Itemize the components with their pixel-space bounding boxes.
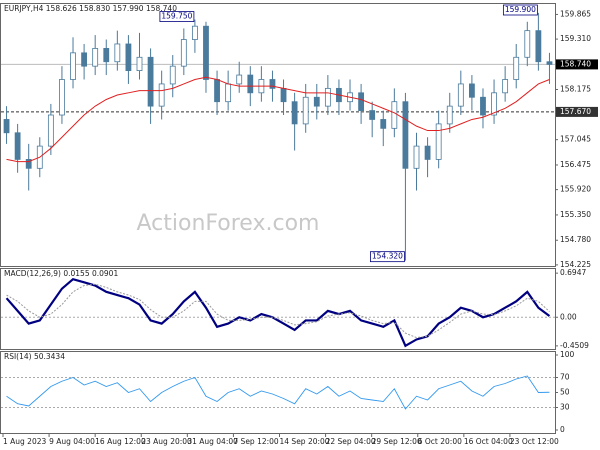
candle-body (424, 145, 431, 160)
x-tick-label: 22 Sep 04:00 (326, 437, 376, 446)
y-tick-label: 70 (560, 373, 570, 382)
candle-body (391, 101, 398, 129)
y-tick-label: 0.00 (560, 312, 577, 321)
candle-body (247, 74, 254, 94)
candle-body (14, 132, 21, 160)
candle-body (446, 105, 453, 125)
candle-body (524, 30, 531, 58)
price-panel (0, 3, 556, 267)
candle-body (136, 56, 143, 72)
candle-body (513, 56, 520, 80)
x-tick-label: 16 Oct 04:00 (464, 437, 513, 446)
y-tick-label: 158.175 (560, 84, 591, 93)
y-tick-label: -0.4509 (560, 341, 589, 350)
candle-body (535, 30, 542, 63)
candle-body (214, 79, 220, 103)
candle-body (158, 83, 165, 107)
y-tick-label: 154.780 (560, 235, 591, 244)
macd-signal (6, 283, 550, 339)
candle-body (435, 123, 442, 160)
y-tick-label: 156.475 (560, 160, 591, 169)
x-tick-label: 1 Aug 2023 (3, 437, 46, 446)
annotation-box (502, 4, 538, 16)
x-tick-label: 23 Aug 20:00 (141, 437, 192, 446)
y-tick-label: 159.310 (560, 34, 591, 43)
candle-body (369, 110, 376, 120)
candle-body (180, 39, 187, 67)
candle-body (114, 43, 121, 63)
y-tick-label: 50 (560, 388, 570, 397)
candle-body (413, 145, 420, 169)
annotation-box (370, 251, 405, 263)
candle-body (47, 114, 54, 147)
y-tick-label: 30 (560, 403, 570, 412)
macd-line (5, 277, 551, 348)
y-tick-label: 159.865 (560, 9, 591, 18)
watermark: ActionForex.com (137, 211, 320, 236)
price-label-box (556, 106, 598, 117)
candle-body (302, 96, 309, 125)
chart-title: EURJPY,H4 158.626 158.830 157.990 158.74… (4, 4, 177, 13)
y-tick-label: 157.045 (560, 135, 591, 144)
x-tick-label: 29 Sep 12:00 (372, 437, 422, 446)
annotation-label: 159.900 (505, 5, 536, 14)
candle-body (402, 101, 409, 169)
x-tick-label: 16 Aug 12:00 (95, 437, 146, 446)
candle-body (269, 79, 276, 89)
y-tick-label: 155.920 (560, 185, 591, 194)
y-tick-label: 155.350 (560, 210, 591, 219)
candle-body (191, 25, 198, 40)
candle-body (324, 87, 331, 107)
candle-body (491, 92, 497, 116)
candle-body (280, 87, 287, 103)
rsi-panel (0, 351, 556, 434)
y-tick-label: 157.670 (560, 107, 591, 116)
x-tick-label: 6 Oct 20:00 (418, 437, 462, 446)
candle-body (70, 52, 76, 80)
y-tick-label: 158.740 (560, 59, 591, 68)
rsi-title: RSI(14) 50.3434 (4, 352, 65, 361)
candle-body (313, 96, 320, 107)
price-label-box (556, 59, 598, 70)
candle-body (480, 96, 486, 116)
x-tick-label: 14 Sep 20:00 (280, 437, 330, 446)
candle-body (3, 119, 10, 134)
y-tick-label: 0.6947 (560, 268, 586, 277)
candle-body (147, 56, 154, 107)
candle-body (502, 79, 509, 94)
candle-body (546, 61, 553, 65)
x-tick-label: 23 Oct 12:00 (510, 437, 559, 446)
annotation-label: 154.320 (372, 252, 403, 261)
candle-body (291, 101, 298, 125)
candle-body (236, 74, 243, 85)
rsi-line (6, 375, 550, 410)
moving-average (6, 76, 550, 163)
candle-body (358, 92, 365, 111)
y-tick-label: 154.225 (560, 260, 591, 269)
macd-panel (0, 268, 556, 350)
candle-body (103, 48, 110, 63)
annotation-box (159, 11, 195, 22)
candle-body (92, 48, 99, 67)
y-tick-label: 100 (560, 350, 575, 359)
candle-body (457, 83, 464, 107)
candle-body (380, 119, 387, 129)
candle-body (125, 43, 132, 72)
candle-body (169, 65, 176, 85)
annotation-label: 159.750 (161, 12, 192, 21)
candle-body (81, 52, 87, 67)
y-tick-label: 0 (560, 425, 565, 434)
macd-title: MACD(12,26,9) 0.0155 0.0901 (4, 269, 118, 278)
candle-body (25, 159, 32, 169)
x-tick-label: 9 Aug 04:00 (49, 437, 95, 446)
x-tick-label: 7 Sep 12:00 (233, 437, 279, 446)
candle-body (225, 83, 232, 103)
candle-body (203, 25, 209, 80)
candle-body (59, 79, 65, 116)
candle-body (468, 83, 475, 98)
x-tick-label: 31 Aug 04:00 (187, 437, 238, 446)
